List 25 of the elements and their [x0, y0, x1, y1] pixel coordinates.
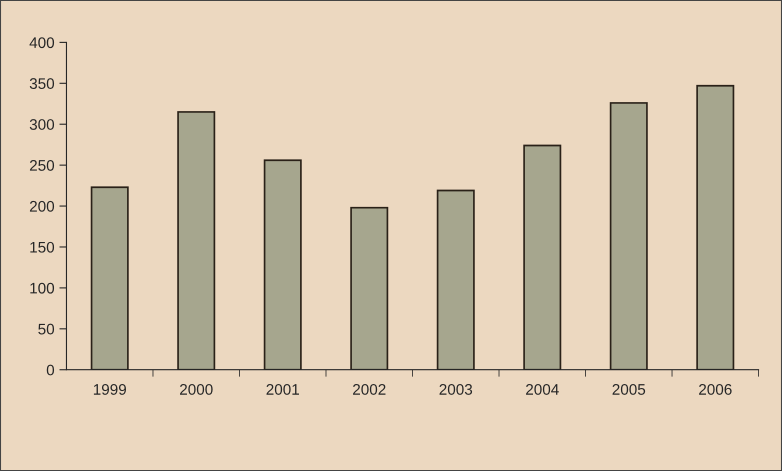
- x-tick-label: 1999: [94, 384, 126, 395]
- bar: [610, 102, 648, 370]
- bar: [696, 84, 734, 370]
- y-tick-label: 300: [30, 119, 54, 130]
- x-tick-label: 2004: [526, 384, 559, 395]
- bar: [350, 206, 388, 370]
- x-tick-label: 2006: [699, 384, 732, 395]
- x-tick-label: 2003: [440, 384, 472, 395]
- y-tick-label: 200: [30, 200, 54, 212]
- y-tick-label: 400: [30, 37, 54, 48]
- bar: [436, 190, 475, 370]
- x-tick-label: 2005: [612, 384, 646, 395]
- bar: [523, 144, 562, 370]
- x-tick-label: 2001: [266, 384, 299, 395]
- bar: [177, 111, 216, 370]
- bar: [90, 186, 129, 370]
- y-tick-label: 250: [30, 160, 54, 171]
- y-tick-label: 0: [46, 364, 54, 376]
- y-tick-label: 350: [30, 78, 54, 89]
- y-tick-label: 50: [38, 324, 54, 335]
- x-tick-label: 2000: [180, 384, 213, 395]
- y-tick-label: 100: [30, 282, 54, 294]
- bar: [264, 159, 302, 370]
- y-tick-label: 150: [30, 242, 54, 253]
- x-tick-label: 2002: [353, 384, 386, 395]
